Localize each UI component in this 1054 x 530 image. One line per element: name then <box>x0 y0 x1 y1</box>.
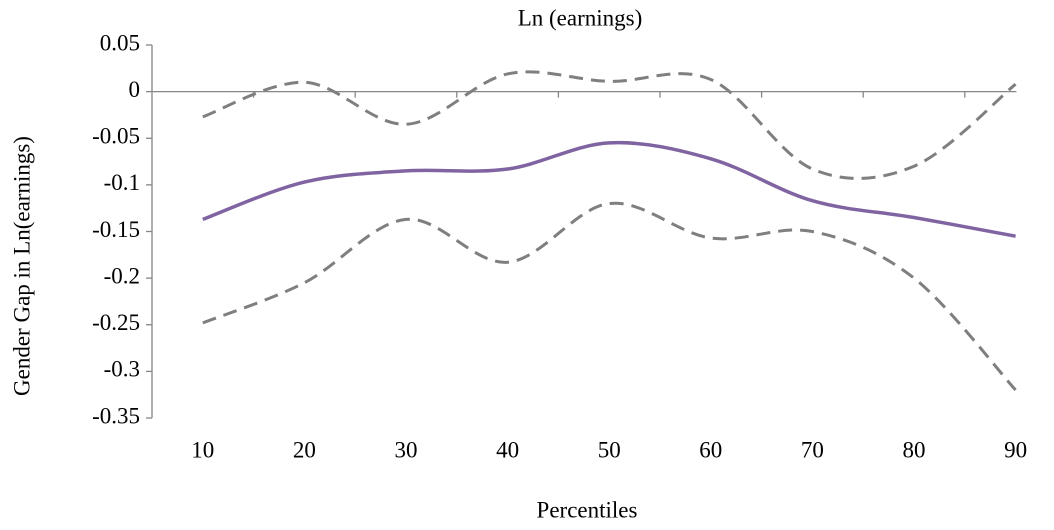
y-tick-label: -0.35 <box>92 403 140 428</box>
y-tick-label: -0.05 <box>92 124 140 149</box>
x-tick-label: 90 <box>1004 437 1027 462</box>
series-line <box>202 201 1017 392</box>
x-tick-label: 30 <box>395 437 418 462</box>
y-tick-label: 0.05 <box>100 30 140 55</box>
y-tick-label: -0.15 <box>92 217 140 242</box>
x-tick-label: 70 <box>801 437 824 462</box>
series-line <box>202 70 1017 180</box>
x-tick-label: 60 <box>699 437 722 462</box>
chart-title: Ln (earnings) <box>518 5 643 30</box>
x-axis-label: Percentiles <box>537 497 638 522</box>
x-tick-label: 20 <box>293 437 316 462</box>
x-tick-label: 50 <box>598 437 621 462</box>
y-tick-label: -0.2 <box>104 263 140 288</box>
y-axis-label: Gender Gap in Ln(earnings) <box>9 136 34 396</box>
x-tick-label: 40 <box>496 437 519 462</box>
x-tick-label: 80 <box>903 437 926 462</box>
x-tick-label: 10 <box>191 437 214 462</box>
y-tick-label: -0.3 <box>104 357 140 382</box>
series-line <box>202 140 1016 238</box>
y-tick-label: -0.1 <box>104 170 140 195</box>
y-tick-label: 0 <box>129 77 141 102</box>
y-tick-label: -0.25 <box>92 310 140 335</box>
